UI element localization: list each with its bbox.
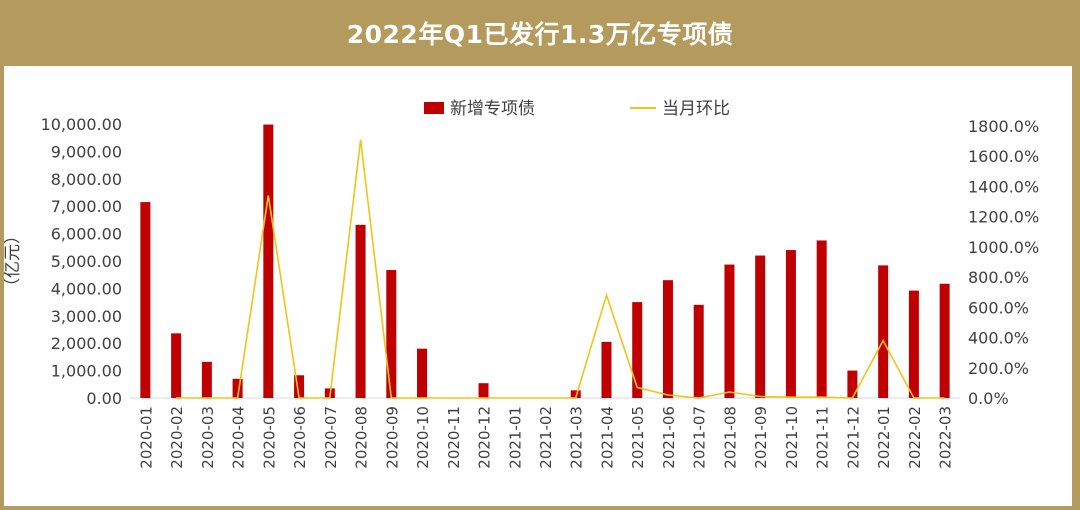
bar bbox=[570, 390, 581, 398]
y-left-tick-label: 7,000.00 bbox=[51, 197, 122, 216]
y-right-tick-label: 400.0% bbox=[968, 329, 1029, 348]
y-left-tick-label: 0.00 bbox=[86, 389, 122, 408]
legend-label-bars: 新增专项债 bbox=[450, 99, 535, 119]
bar bbox=[263, 124, 274, 398]
chart-panel: 0.00 1,000.00 2,000.00 3,000.00 4,000.00 5,00… bbox=[3, 66, 1072, 506]
y-left-tick-label: 2,000.00 bbox=[51, 334, 122, 353]
legend-swatch-bars bbox=[424, 102, 444, 114]
bar bbox=[908, 290, 919, 398]
x-tick-label: 2020-03 bbox=[199, 406, 217, 469]
line-series bbox=[176, 139, 945, 399]
chart-title: 2022年Q1已发行1.3万亿专项债 bbox=[346, 20, 734, 49]
x-tick-label: 2021-08 bbox=[721, 406, 739, 469]
x-tick-label: 2022-03 bbox=[937, 406, 955, 469]
bar bbox=[816, 240, 827, 398]
y-right-tick-label: 1800.0% bbox=[968, 117, 1039, 136]
x-tick-label: 2021-11 bbox=[814, 406, 832, 469]
x-tick-label: 2020-06 bbox=[291, 406, 309, 469]
x-tick-label: 2021-06 bbox=[660, 406, 678, 469]
y-left-tick-label: 6,000.00 bbox=[51, 225, 122, 244]
x-tick-label: 2020-11 bbox=[445, 406, 463, 469]
bar bbox=[939, 283, 950, 398]
x-tick-label: 2021-09 bbox=[752, 406, 770, 469]
bar bbox=[662, 280, 673, 398]
x-tick-label: 2020-05 bbox=[260, 406, 278, 469]
x-tick-label: 2021-10 bbox=[783, 406, 801, 469]
x-tick-label: 2020-02 bbox=[168, 406, 186, 469]
x-tick-label: 2022-01 bbox=[875, 406, 893, 469]
x-tick-label: 2021-02 bbox=[537, 406, 555, 469]
bar bbox=[201, 361, 212, 398]
bar bbox=[294, 375, 305, 398]
y-left-tick-label: 9,000.00 bbox=[51, 142, 122, 161]
x-tick-label: 2020-10 bbox=[414, 406, 432, 469]
bar bbox=[386, 270, 397, 398]
y-left-tick-label: 10,000.00 bbox=[41, 115, 122, 134]
bar bbox=[232, 378, 243, 398]
bar bbox=[355, 224, 366, 398]
y-left-axis-label: （亿元） bbox=[4, 227, 23, 295]
x-tick-label: 2021-12 bbox=[844, 406, 862, 469]
bar bbox=[724, 264, 735, 398]
x-tick-label: 2020-09 bbox=[383, 406, 401, 469]
bar bbox=[417, 348, 428, 398]
x-tick-label: 2020-08 bbox=[353, 406, 371, 469]
x-tick-label: 2021-04 bbox=[598, 406, 616, 469]
bar bbox=[785, 250, 796, 398]
y-right-tick-label: 800.0% bbox=[968, 268, 1029, 287]
y-right-tick-label: 1600.0% bbox=[968, 147, 1039, 166]
bar bbox=[755, 255, 766, 398]
legend-label-line: 当月环比 bbox=[662, 99, 730, 119]
y-left-tick-label: 5,000.00 bbox=[51, 252, 122, 271]
x-tick-label: 2022-02 bbox=[906, 406, 924, 469]
x-tick-label: 2020-12 bbox=[476, 406, 494, 469]
bar bbox=[140, 202, 151, 398]
bar bbox=[693, 304, 704, 398]
bar bbox=[171, 333, 182, 398]
bar bbox=[478, 383, 489, 398]
y-right-tick-label: 200.0% bbox=[968, 359, 1029, 378]
y-left-tick-label: 3,000.00 bbox=[51, 307, 122, 326]
y-right-tick-label: 1400.0% bbox=[968, 177, 1039, 196]
y-left-tick-label: 8,000.00 bbox=[51, 170, 122, 189]
x-tick-label: 2021-01 bbox=[506, 406, 524, 469]
x-tick-label: 2020-07 bbox=[322, 406, 340, 469]
y-left-tick-label: 1,000.00 bbox=[51, 362, 122, 381]
y-left-tick-label: 4,000.00 bbox=[51, 279, 122, 298]
y-right-tick-label: 1200.0% bbox=[968, 208, 1039, 227]
y-right-tick-label: 0.0% bbox=[968, 389, 1009, 408]
x-tick-label: 2020-04 bbox=[230, 406, 248, 469]
x-tick-label: 2021-05 bbox=[629, 406, 647, 469]
bar bbox=[632, 302, 643, 398]
y-right-tick-label: 600.0% bbox=[968, 298, 1029, 317]
x-tick-label: 2021-07 bbox=[691, 406, 709, 469]
y-right-tick-label: 1000.0% bbox=[968, 238, 1039, 257]
x-tick-label: 2021-03 bbox=[568, 406, 586, 469]
x-tick-label: 2020-01 bbox=[137, 406, 155, 469]
bar bbox=[878, 265, 889, 398]
bar bbox=[847, 370, 858, 398]
bar bbox=[601, 341, 612, 398]
chart-svg: 0.00 1,000.00 2,000.00 3,000.00 4,000.00 5,00… bbox=[3, 99, 1039, 469]
